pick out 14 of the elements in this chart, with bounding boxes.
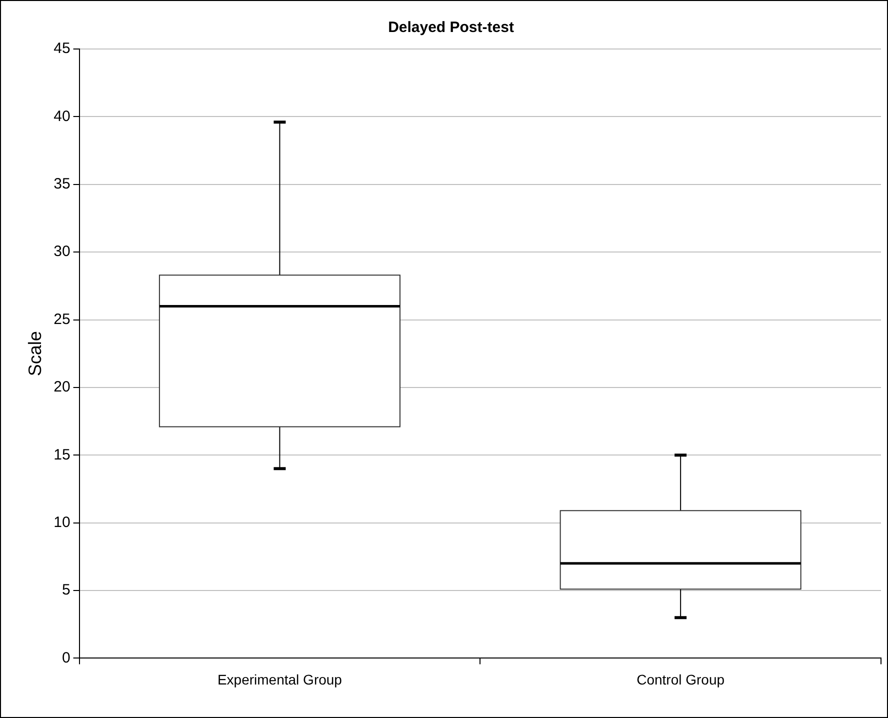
y-tick-label: 35 — [54, 176, 70, 193]
y-tick-label: 30 — [54, 243, 70, 260]
y-tick-label: 15 — [54, 446, 70, 464]
y-tick-label: 40 — [54, 108, 70, 125]
y-tick-label: 20 — [54, 378, 70, 396]
y-tick-label: 10 — [54, 514, 70, 531]
y-tick-label: 0 — [62, 649, 70, 666]
y-tick-label: 5 — [62, 582, 70, 599]
y-tick-label: 25 — [54, 310, 70, 328]
x-tick-label: Experimental Group — [217, 671, 342, 688]
x-tick-label: Control Group — [636, 671, 725, 688]
y-tick-label: 45 — [54, 40, 70, 58]
y-axis-title: Scale — [24, 331, 45, 376]
chart-title: Delayed Post-test — [388, 19, 514, 36]
